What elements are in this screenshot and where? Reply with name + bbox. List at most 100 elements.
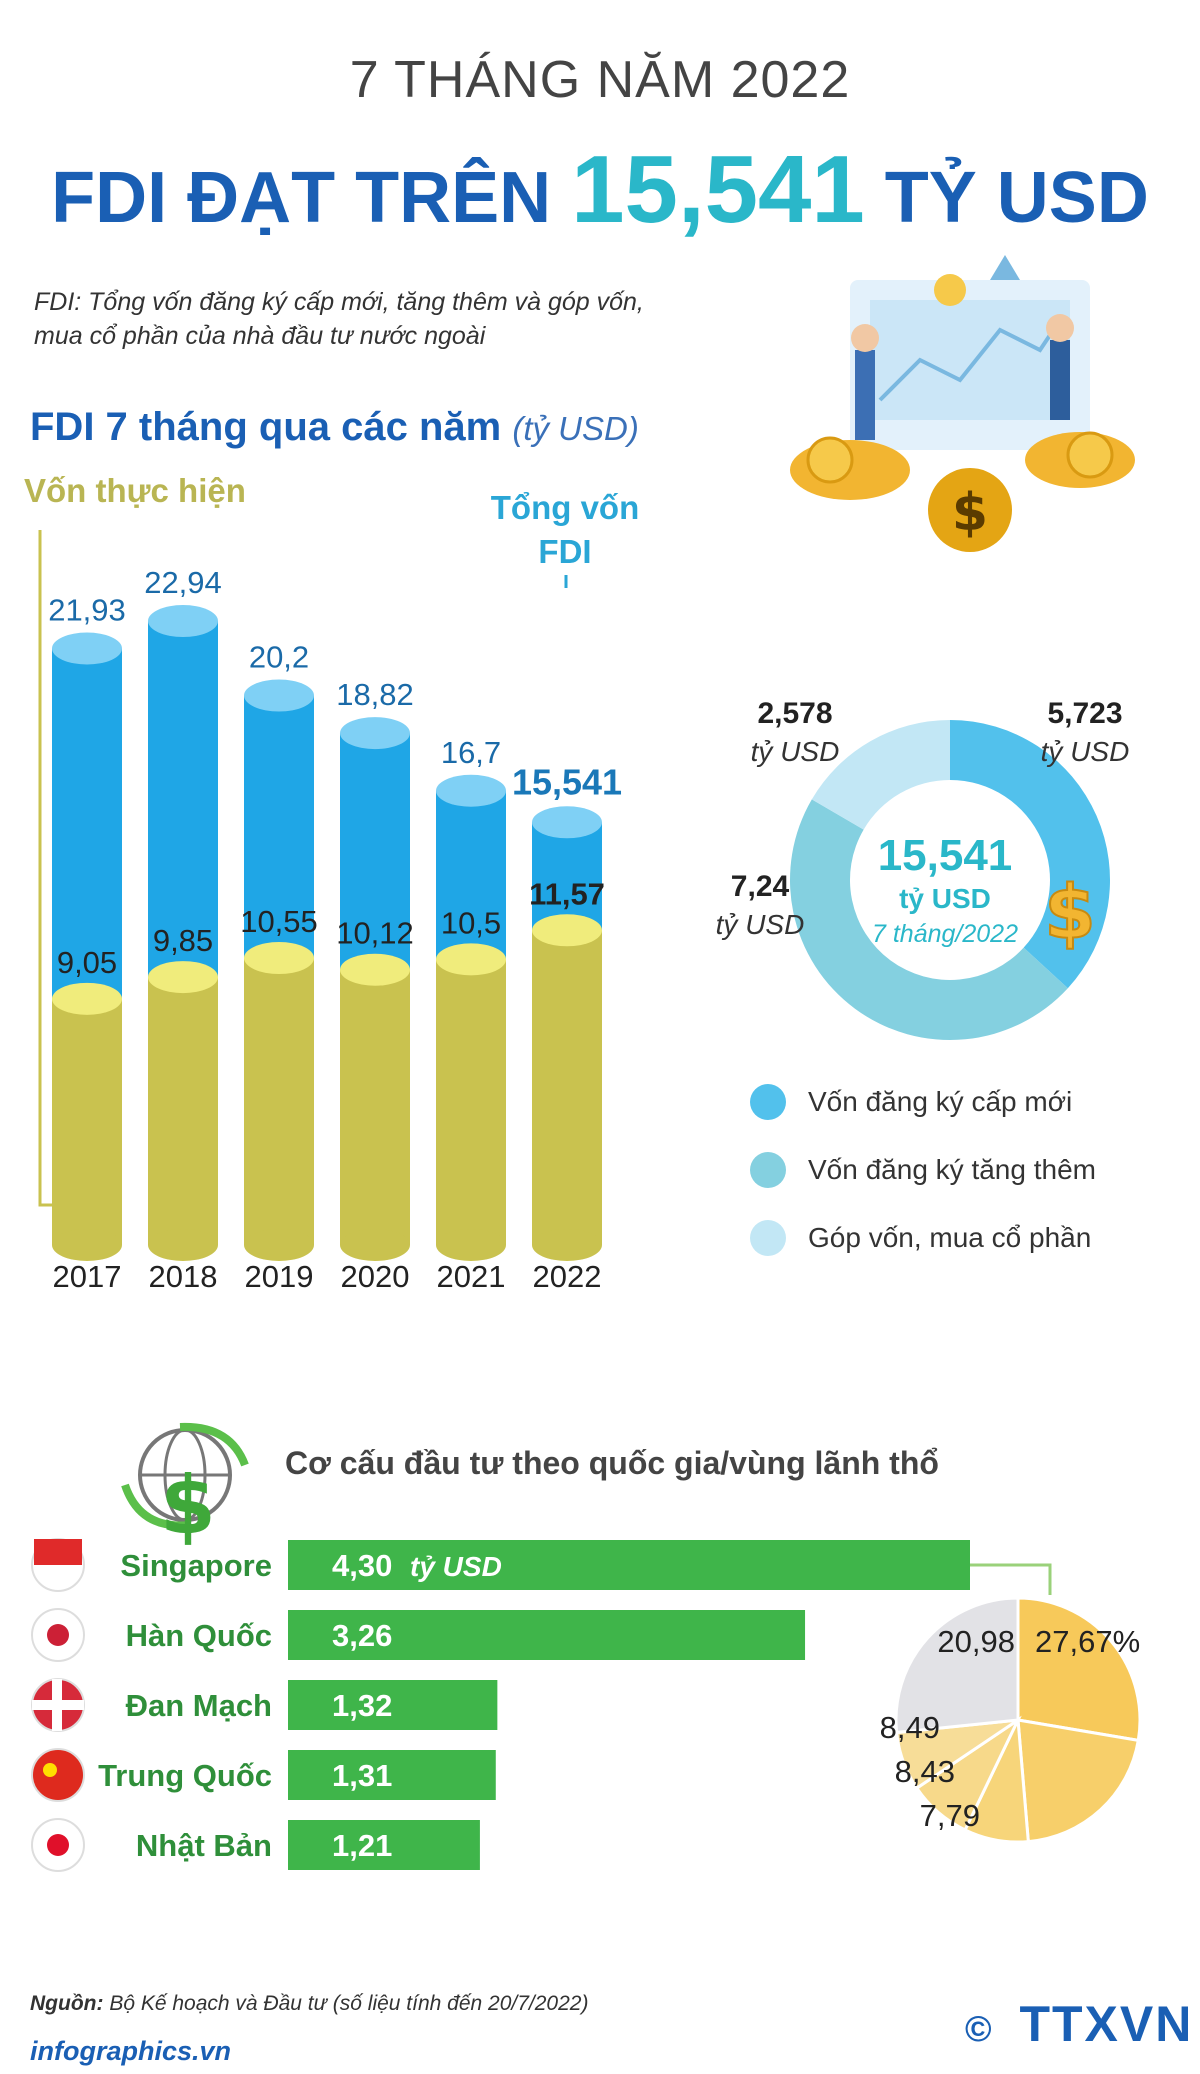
legend-total-line1: Tổng vốn bbox=[490, 489, 640, 526]
bar-realized-2020 bbox=[340, 969, 410, 1245]
source-note: Nguồn: Bộ Kế hoạch và Đầu tư (số liệu tí… bbox=[30, 1992, 588, 2016]
bar-base-2019 bbox=[244, 1229, 314, 1261]
bar-x-label-2020: 2020 bbox=[341, 1259, 410, 1294]
donut-center-value: 15,541 bbox=[878, 831, 1013, 880]
bar-realized-top-2018 bbox=[148, 961, 218, 994]
legend-dot-new bbox=[750, 1084, 786, 1120]
flag-mark2-2 bbox=[32, 1700, 84, 1710]
country-row-4: Nhật Bản 1,21 bbox=[31, 1818, 480, 1872]
bar-realized-label-2022: 11,57 bbox=[529, 876, 605, 911]
bar-group-2017: 21,93 9,05 2017 bbox=[48, 593, 126, 1294]
bar-realized-2021 bbox=[436, 959, 506, 1245]
bar-total-label-2019: 20,2 bbox=[249, 640, 309, 675]
legend-total-line2: FDI bbox=[538, 533, 592, 570]
bar-x-label-2021: 2021 bbox=[437, 1259, 506, 1294]
headline-post: TỶ USD bbox=[884, 158, 1149, 238]
bar-realized-label-2021: 10,5 bbox=[441, 905, 501, 940]
legend-total-label: Tổng vốn FDI bbox=[470, 486, 660, 574]
country-pie-label-1: 20,98 bbox=[937, 1624, 1015, 1659]
bar-total-top-2021 bbox=[436, 774, 506, 807]
country-name-1: Hàn Quốc bbox=[126, 1618, 272, 1653]
donut-label-share-value: 2,578 bbox=[757, 697, 833, 730]
bar-total-label-2020: 18,82 bbox=[336, 677, 414, 712]
country-pie-slice-0 bbox=[1016, 1596, 1142, 1743]
bar-realized-label-2019: 10,55 bbox=[240, 904, 318, 939]
bar-total-top-2017 bbox=[52, 632, 122, 665]
bar-total-label-2022: 15,541 bbox=[512, 761, 622, 802]
country-value-0: 4,30 bbox=[332, 1548, 392, 1583]
bar-group-2020: 18,82 10,12 2020 bbox=[336, 677, 414, 1294]
bar-realized-label-2020: 10,12 bbox=[336, 916, 414, 951]
country-bar-chart: Singapore 4,30 tỷ USD Hàn Quốc 3,26 Đan Mạch 1… bbox=[31, 1538, 1142, 1872]
legend-dot-share bbox=[750, 1220, 786, 1256]
realized-legend-bracket bbox=[38, 530, 52, 1207]
country-name-0: Singapore bbox=[120, 1548, 272, 1583]
donut-slice-1 bbox=[790, 799, 1068, 1040]
legend-item-add: Vốn đăng ký tăng thêm bbox=[750, 1136, 1096, 1204]
country-bar-1 bbox=[288, 1610, 806, 1660]
bar-group-2018: 22,94 9,85 2018 bbox=[144, 565, 222, 1294]
country-name-2: Đan Mạch bbox=[126, 1688, 272, 1723]
svg-text:$: $ bbox=[952, 483, 988, 543]
bar-x-label-2019: 2019 bbox=[245, 1259, 314, 1294]
bar-realized-top-2017 bbox=[52, 982, 122, 1015]
donut-center-unit: tỷ USD bbox=[899, 883, 991, 914]
bar-base-2022 bbox=[532, 1229, 602, 1261]
bar-base-2020 bbox=[340, 1229, 410, 1261]
source-label: Nguồn: bbox=[30, 1992, 104, 2015]
bar-chart-title: FDI 7 tháng qua các năm (tỷ USD) bbox=[30, 405, 639, 450]
donut-slice-0 bbox=[950, 720, 1110, 989]
legend-item-new: Vốn đăng ký cấp mới bbox=[750, 1068, 1096, 1136]
country-row-3: Trung Quốc 1,31 bbox=[31, 1748, 496, 1802]
country-bar-2 bbox=[288, 1680, 498, 1730]
country-pie-slice-5 bbox=[894, 1596, 1020, 1735]
bar-realized-2018 bbox=[148, 977, 218, 1245]
bar-realized-2022 bbox=[532, 930, 602, 1245]
bar-x-label-2018: 2018 bbox=[149, 1259, 218, 1294]
country-pie-label-2: 8,49 bbox=[880, 1710, 940, 1745]
country-pie-label-0: 27,67% bbox=[1035, 1624, 1140, 1659]
flag-icon-3 bbox=[31, 1748, 85, 1802]
kicker-title: 7 THÁNG NĂM 2022 bbox=[349, 51, 851, 109]
source-text: Bộ Kế hoạch và Đầu tư (số liệu tính đến … bbox=[109, 1992, 589, 2015]
dollar-coin-icon: $ bbox=[1044, 870, 1096, 956]
bar-realized-top-2020 bbox=[340, 953, 410, 986]
bar-x-label-2017: 2017 bbox=[53, 1259, 122, 1294]
country-name-3: Trung Quốc bbox=[98, 1758, 272, 1793]
country-value-4: 1,21 bbox=[332, 1828, 392, 1863]
bar-base-2017 bbox=[52, 1229, 122, 1261]
donut-label-add-unit: tỷ USD bbox=[715, 909, 805, 940]
country-bar-4 bbox=[288, 1820, 480, 1870]
bar-base-2018 bbox=[148, 1229, 218, 1261]
country-row-2: Đan Mạch 1,32 bbox=[31, 1678, 498, 1732]
bar-group-2022: 15,541 11,57 2022 bbox=[512, 761, 622, 1294]
bar-group-2021: 16,7 10,5 2021 bbox=[436, 735, 506, 1294]
bar-total-top-2020 bbox=[340, 717, 410, 750]
flag-mark-0 bbox=[34, 1539, 82, 1565]
donut-center-period: 7 tháng/2022 bbox=[872, 920, 1018, 948]
bar-group-2019: 20,2 10,55 2019 bbox=[240, 640, 318, 1294]
bar-realized-top-2022 bbox=[532, 914, 602, 947]
donut-label-add-value: 7,24 bbox=[730, 870, 790, 903]
bar-realized-top-2021 bbox=[436, 943, 506, 976]
donut-label-new-value: 5,723 bbox=[1047, 697, 1123, 730]
country-value-2: 1,32 bbox=[332, 1688, 392, 1723]
bar-realized-label-2017: 9,05 bbox=[57, 945, 117, 980]
legend-dot-add bbox=[750, 1152, 786, 1188]
bar-total-label-2021: 16,7 bbox=[441, 735, 501, 770]
country-pie-label-4: 7,79 bbox=[920, 1798, 980, 1833]
donut-slice-2 bbox=[811, 720, 950, 830]
country-row-0: Singapore 4,30 tỷ USD bbox=[31, 1538, 970, 1592]
bar-total-label-2018: 22,94 bbox=[144, 565, 222, 600]
headline-pre: FDI ĐẠT TRÊN bbox=[51, 158, 552, 238]
donut-label-share: 2,578 tỷ USD bbox=[720, 695, 870, 771]
site-link[interactable]: infographics.vn bbox=[30, 2036, 232, 2066]
bar-base-2021 bbox=[436, 1229, 506, 1261]
flag-mark-4 bbox=[47, 1834, 69, 1856]
country-value-3: 1,31 bbox=[332, 1758, 392, 1793]
country-pie-slice-1 bbox=[1016, 1718, 1141, 1844]
donut-label-share-unit: tỷ USD bbox=[750, 736, 840, 767]
donut-legend: Vốn đăng ký cấp mới Vốn đăng ký tăng thê… bbox=[750, 1068, 1096, 1272]
ttxvn-logo: © TTXVN bbox=[965, 1995, 1193, 2053]
